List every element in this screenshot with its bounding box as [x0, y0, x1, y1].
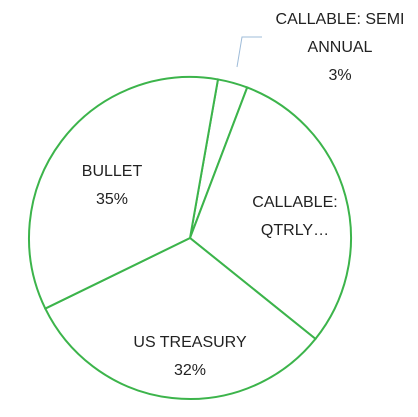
value-label: 3% — [328, 67, 352, 84]
slice-label: CALLABLE: QTRLY… — [240, 189, 350, 245]
pie-slice — [43, 236, 317, 400]
pie-slice — [28, 76, 220, 310]
value-label: 35% — [95, 191, 129, 208]
category-label: BULLET — [81, 163, 143, 180]
slice-label: BULLET 35% — [52, 158, 172, 214]
slice-label: CALLABLE: SEMI ANNUAL 3% — [260, 6, 418, 90]
category-label: CALLABLE: SEMI ANNUAL — [275, 11, 405, 56]
value-label: 32% — [173, 362, 207, 379]
leader-line — [236, 36, 262, 68]
slice-label: US TREASURY 32% — [110, 329, 270, 385]
category-label: CALLABLE: QTRLY… — [252, 194, 338, 239]
category-label: US TREASURY — [133, 334, 247, 351]
pie-slice — [188, 86, 352, 341]
